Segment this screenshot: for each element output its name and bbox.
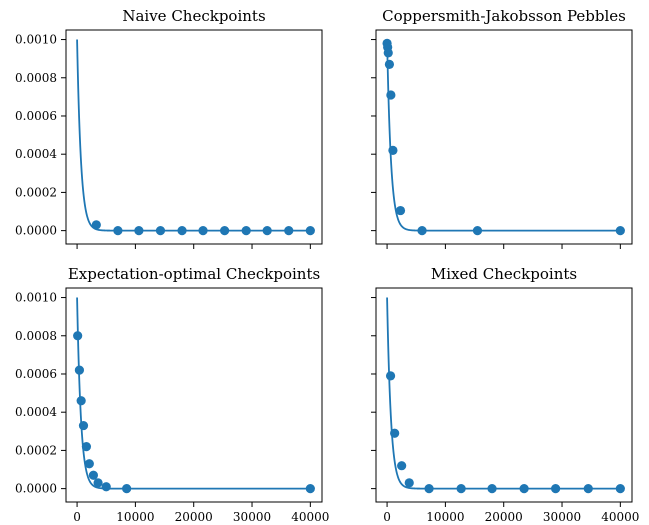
data-point <box>88 470 99 480</box>
axes-frame <box>65 287 323 503</box>
data-point <box>424 484 434 494</box>
y-tick-label: 0.0008 <box>15 71 57 85</box>
y-tick-label: 0.0010 <box>15 33 57 47</box>
axes-frame <box>375 29 633 245</box>
subplot-expectation-optimal-checkpoints: Expectation-optimal Checkpoints 0 10000 20… <box>15 265 329 524</box>
data-point <box>397 461 407 471</box>
data-point <box>81 441 92 452</box>
y-tick-label: 0.0006 <box>15 367 57 381</box>
data-point <box>305 484 315 494</box>
data-point <box>456 484 466 494</box>
y-tick-label: 0.0002 <box>15 443 57 457</box>
y-tick-label: 0.0008 <box>15 329 57 343</box>
data-point <box>76 396 86 406</box>
fitted-curve <box>76 297 311 490</box>
data-point <box>404 478 414 488</box>
axes-frame <box>65 29 323 245</box>
x-tick-label: 0 <box>73 510 81 524</box>
x-tick-label: 10000 <box>426 510 464 524</box>
data-point <box>220 226 230 236</box>
y-tick-label: 0.0004 <box>15 147 57 161</box>
axes-frame <box>375 287 633 503</box>
y-tick-label: 0.0004 <box>15 405 57 419</box>
x-tick-label: 40000 <box>291 510 329 524</box>
fitted-curve <box>76 39 311 232</box>
data-point <box>583 484 593 494</box>
data-point <box>198 226 208 236</box>
subplot-title: Mixed Checkpoints <box>431 265 577 283</box>
data-point <box>241 226 251 236</box>
data-point <box>84 459 94 469</box>
data-point <box>395 205 406 216</box>
x-tick-label: 40000 <box>601 510 639 524</box>
data-point <box>383 48 393 58</box>
subplot-naive-checkpoints: Naive Checkpoints 0.0000 0.0002 0.0004 0.00… <box>15 7 323 249</box>
y-tick-label: 0.0000 <box>15 482 57 496</box>
data-point <box>134 226 144 236</box>
y-tick-label: 0.0002 <box>15 185 57 199</box>
data-point <box>386 90 396 100</box>
data-point <box>177 226 187 236</box>
y-tick-label: 0.0000 <box>15 224 57 238</box>
data-point <box>122 484 132 494</box>
data-point <box>551 484 561 494</box>
data-point <box>73 331 83 341</box>
x-tick-label: 20000 <box>175 510 213 524</box>
data-point <box>615 484 625 494</box>
fitted-curve <box>386 39 621 232</box>
x-tick-label: 30000 <box>543 510 581 524</box>
x-tick-label: 30000 <box>233 510 271 524</box>
subplot-title: Expectation-optimal Checkpoints <box>68 265 320 283</box>
data-point <box>262 226 272 236</box>
data-point <box>78 420 89 431</box>
data-point <box>384 59 395 69</box>
subplot-coppersmith-jakobsson-pebbles: Coppersmith-Jakobsson Pebbles <box>371 7 633 249</box>
data-point <box>388 145 398 155</box>
subplot-title: Naive Checkpoints <box>122 7 265 25</box>
data-point <box>390 428 400 438</box>
data-point <box>472 226 483 236</box>
fitted-curve <box>386 297 621 490</box>
x-tick-label: 0 <box>383 510 391 524</box>
x-tick-label: 20000 <box>485 510 523 524</box>
data-point <box>101 482 111 492</box>
data-point <box>615 226 625 236</box>
data-point <box>487 484 497 494</box>
data-point <box>155 226 166 236</box>
data-point <box>385 371 396 381</box>
y-tick-label: 0.0006 <box>15 109 57 123</box>
subplot-title: Coppersmith-Jakobsson Pebbles <box>382 7 626 25</box>
y-tick-label: 0.0010 <box>15 291 57 305</box>
data-point <box>93 478 103 488</box>
data-point <box>74 365 85 375</box>
x-tick-label: 10000 <box>116 510 154 524</box>
data-point <box>519 484 529 494</box>
data-point <box>113 226 123 236</box>
data-point <box>284 226 294 236</box>
data-point <box>305 226 315 236</box>
data-point <box>417 226 427 236</box>
subplot-mixed-checkpoints: Mixed Checkpoints 0 10000 20000 30000 40000 <box>371 265 639 524</box>
data-point <box>91 220 101 230</box>
